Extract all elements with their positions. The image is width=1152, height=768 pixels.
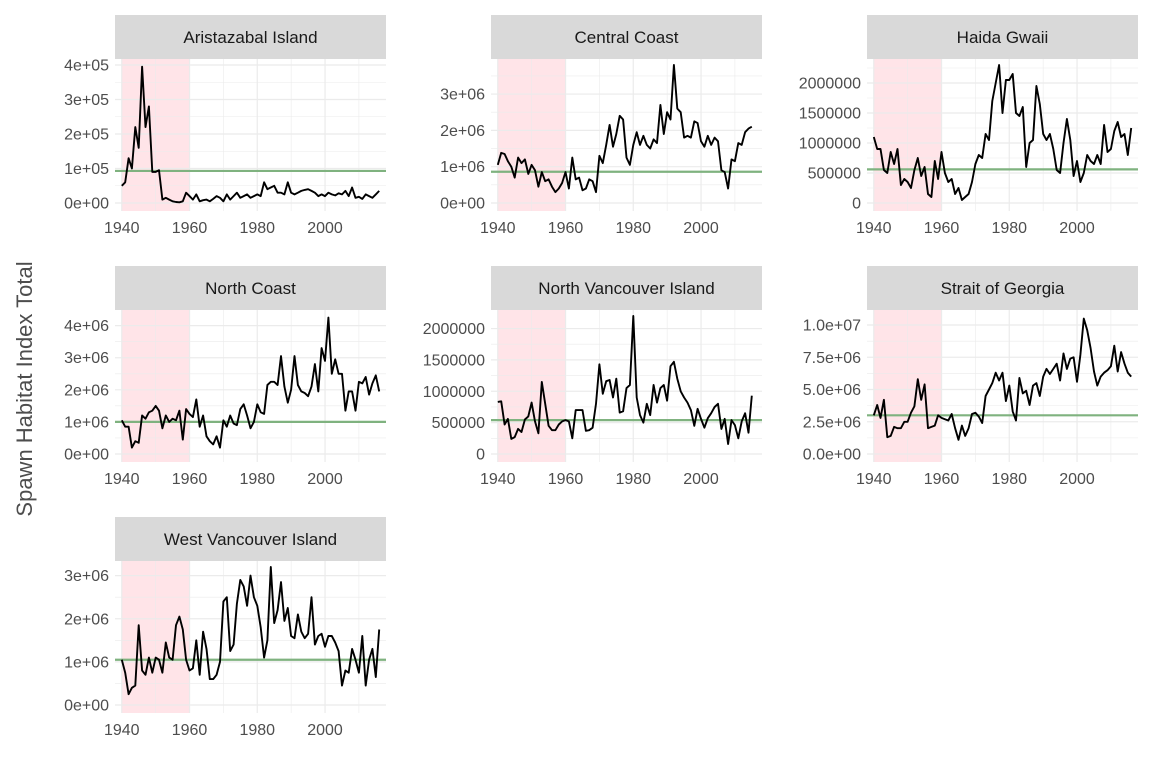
y-tick-label: 2000000 xyxy=(423,321,485,338)
y-tick-label: 3e+06 xyxy=(440,87,485,104)
y-tick-label: 2000000 xyxy=(799,76,861,93)
x-tick-label: 1980 xyxy=(615,471,651,488)
panel-strip xyxy=(491,266,762,310)
x-tick-label: 1940 xyxy=(104,722,140,739)
x-tick-label: 1940 xyxy=(480,471,516,488)
y-tick-label: 1e+06 xyxy=(64,654,109,671)
x-tick-label: 1940 xyxy=(104,471,140,488)
panel-title: Strait of Georgia xyxy=(941,279,1065,298)
x-tick-label: 1980 xyxy=(239,220,275,237)
y-tick-label: 2e+05 xyxy=(64,127,109,144)
x-tick-label: 2000 xyxy=(683,471,719,488)
y-tick-label: 0 xyxy=(852,196,861,213)
x-tick-label: 1940 xyxy=(104,220,140,237)
series-line xyxy=(496,64,753,194)
panel-west-vancouver-island: West Vancouver Island 0e+00 1e+06 2e+06 3e+0… xyxy=(64,517,386,739)
panel-title: West Vancouver Island xyxy=(164,530,337,549)
y-tick-label: 2e+06 xyxy=(440,123,485,140)
panel-north-vancouver-island: North Vancouver Island 0 500000 1000000 1500… xyxy=(423,266,762,488)
x-tick-label: 1980 xyxy=(991,220,1027,237)
x-tick-label: 1960 xyxy=(172,220,208,237)
x-tick-label: 1960 xyxy=(548,471,584,488)
x-tick-label: 1980 xyxy=(239,722,275,739)
y-tick-label: 2e+06 xyxy=(64,611,109,628)
y-tick-label: 500000 xyxy=(432,415,485,432)
y-tick-label: 1500000 xyxy=(423,352,485,369)
y-tick-label: 0.0e+00 xyxy=(803,447,861,464)
y-tick-label: 0e+00 xyxy=(440,196,485,213)
series-line xyxy=(872,64,1133,201)
x-tick-label: 1960 xyxy=(172,471,208,488)
y-tick-label: 2e+06 xyxy=(64,382,109,399)
series-line xyxy=(120,316,381,449)
panel-aristazabal-island: Aristazabal Island 0e+00 1e+05 2e+05 3e+05 4e… xyxy=(64,15,386,237)
y-tick-label: 1e+05 xyxy=(64,161,109,178)
x-tick-label: 1980 xyxy=(239,471,275,488)
panel-title: North Vancouver Island xyxy=(538,279,714,298)
x-tick-label: 1960 xyxy=(548,220,584,237)
x-tick-label: 2000 xyxy=(307,722,343,739)
panel-haida-gwaii: Haida Gwaii 0 500000 1000000 1500000 2000000 1… xyxy=(799,15,1138,237)
panel-strip xyxy=(115,266,386,310)
y-tick-label: 0e+00 xyxy=(64,196,109,213)
y-tick-label: 3e+06 xyxy=(64,350,109,367)
x-tick-label: 2000 xyxy=(683,220,719,237)
panel-strait-of-georgia: Strait of Georgia 0.0e+00 2.5e+06 5.0e+06 7.… xyxy=(803,266,1138,488)
panel-title: North Coast xyxy=(205,279,296,298)
panel-strip xyxy=(115,517,386,561)
x-tick-label: 1980 xyxy=(991,471,1027,488)
x-tick-label: 1960 xyxy=(172,722,208,739)
series-line xyxy=(120,566,381,696)
panel-title: Haida Gwaii xyxy=(957,28,1049,47)
panel-title: Aristazabal Island xyxy=(183,28,317,47)
y-tick-label: 1e+06 xyxy=(440,159,485,176)
panel-strip xyxy=(115,15,386,59)
x-tick-label: 1960 xyxy=(924,220,960,237)
y-axis-label: Spawn Habitat Index Total xyxy=(12,261,37,516)
series-line xyxy=(872,317,1132,441)
y-tick-label: 4e+06 xyxy=(64,318,109,335)
y-tick-label: 3e+06 xyxy=(64,568,109,585)
series-line xyxy=(497,315,753,445)
x-tick-label: 2000 xyxy=(1059,220,1095,237)
series-line xyxy=(121,65,380,204)
x-tick-label: 2000 xyxy=(307,220,343,237)
panels: Aristazabal Island 0e+00 1e+05 2e+05 3e+05 4e… xyxy=(64,15,1138,739)
y-tick-label: 1500000 xyxy=(799,106,861,123)
panel-central-coast: Central Coast 0e+00 1e+06 2e+06 3e+06 1940 196… xyxy=(440,15,762,237)
y-tick-label: 7.5e+06 xyxy=(803,350,861,367)
y-tick-label: 2.5e+06 xyxy=(803,414,861,431)
y-tick-label: 500000 xyxy=(808,166,861,183)
panel-strip xyxy=(867,15,1138,59)
y-tick-label: 4e+05 xyxy=(64,58,109,75)
x-tick-label: 2000 xyxy=(1059,471,1095,488)
y-tick-label: 0e+00 xyxy=(64,447,109,464)
y-tick-label: 1000000 xyxy=(423,384,485,401)
panel-title: Central Coast xyxy=(575,28,679,47)
y-tick-label: 1.0e+07 xyxy=(803,318,861,335)
y-tick-label: 0 xyxy=(476,447,485,464)
panel-strip xyxy=(491,15,762,59)
panel-north-coast: North Coast 0e+00 1e+06 2e+06 3e+06 4e+06 1940… xyxy=(64,266,386,488)
x-tick-label: 1980 xyxy=(615,220,651,237)
y-tick-label: 1e+06 xyxy=(64,414,109,431)
x-tick-label: 1960 xyxy=(924,471,960,488)
x-tick-label: 2000 xyxy=(307,471,343,488)
x-tick-label: 1940 xyxy=(480,220,516,237)
y-tick-label: 0e+00 xyxy=(64,698,109,715)
x-tick-label: 1940 xyxy=(856,471,892,488)
y-tick-label: 1000000 xyxy=(799,136,861,153)
y-tick-label: 3e+05 xyxy=(64,92,109,109)
panel-strip xyxy=(867,266,1138,310)
y-tick-label: 5.0e+06 xyxy=(803,382,861,399)
x-tick-label: 1940 xyxy=(856,220,892,237)
